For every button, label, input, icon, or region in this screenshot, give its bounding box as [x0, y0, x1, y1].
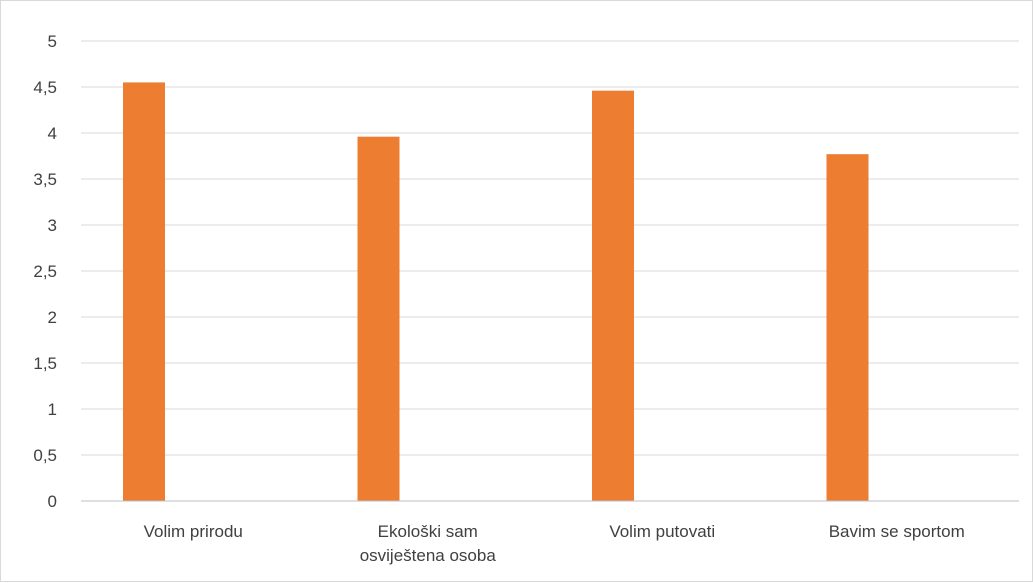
x-category-label: osviještena osoba	[360, 546, 497, 565]
y-tick-label: 1,5	[33, 354, 57, 373]
y-tick-label: 3	[48, 216, 57, 235]
bar	[123, 82, 165, 502]
bar	[592, 90, 634, 502]
bars	[123, 82, 869, 502]
y-tick-label: 3,5	[33, 170, 57, 189]
x-category-label: Volim putovati	[609, 522, 715, 541]
x-axis-categories: Volim prirodu Ekološki sam osviještena oso…	[144, 522, 965, 565]
x-category-label: Volim prirodu	[144, 522, 243, 541]
bar	[826, 154, 869, 501]
y-axis-ticks: 0 0,5 1 1,5 2 2,5 3 3,5 4 4,5 5	[33, 32, 57, 511]
y-tick-label: 1	[48, 400, 57, 419]
y-tick-label: 5	[48, 32, 57, 51]
y-tick-label: 4,5	[33, 78, 57, 97]
x-category-label: Ekološki sam	[378, 522, 478, 541]
bar	[357, 136, 400, 501]
y-tick-label: 2	[48, 308, 57, 327]
x-category-label: Bavim se sportom	[829, 522, 965, 541]
y-tick-label: 4	[48, 124, 57, 143]
gridlines	[81, 40, 1019, 456]
y-tick-label: 2,5	[33, 262, 57, 281]
y-tick-label: 0	[48, 492, 57, 511]
y-tick-label: 0,5	[33, 446, 57, 465]
